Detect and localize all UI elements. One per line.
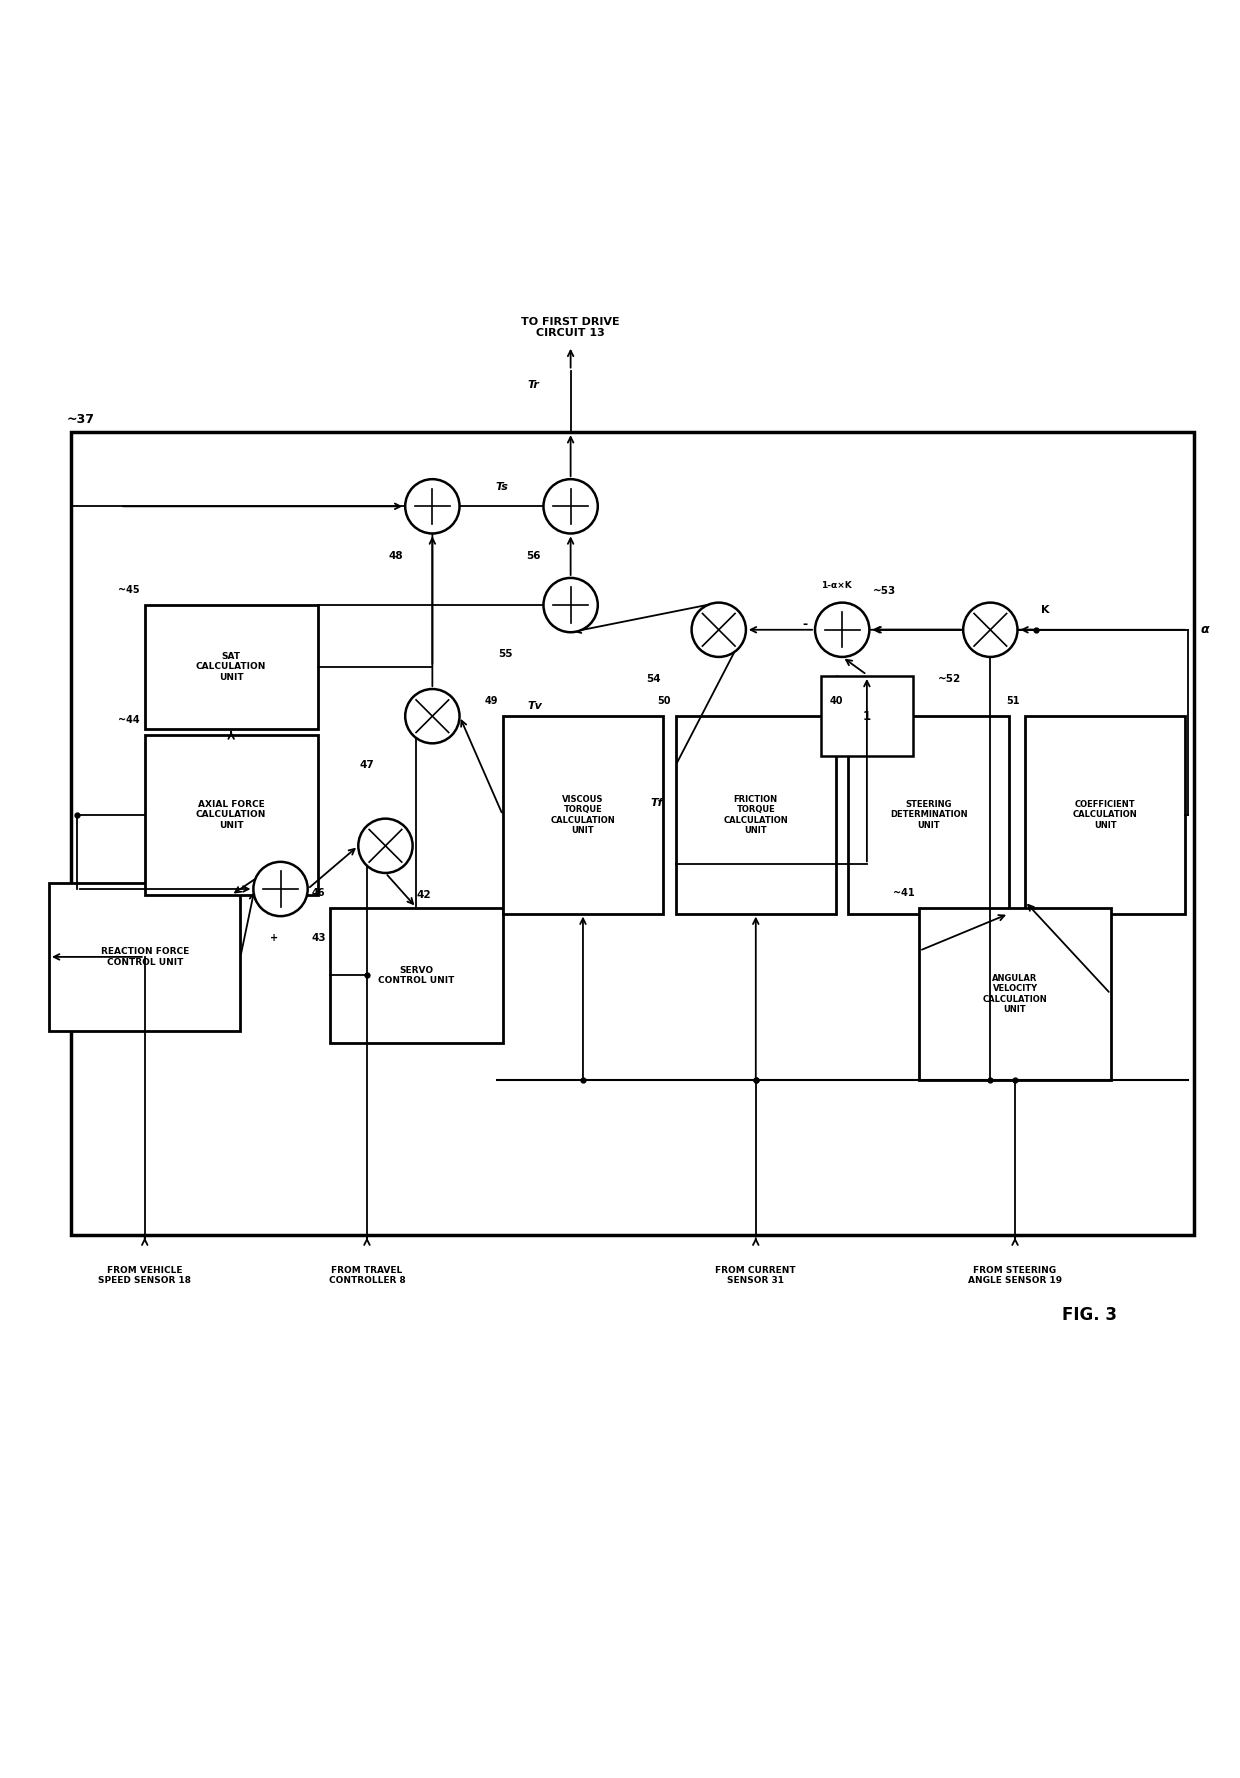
Text: AXIAL FORCE
CALCULATION
UNIT: AXIAL FORCE CALCULATION UNIT: [196, 800, 267, 830]
Text: 49: 49: [485, 697, 497, 706]
Text: 42: 42: [417, 891, 432, 900]
Circle shape: [815, 603, 869, 656]
Bar: [848, 717, 1009, 914]
Circle shape: [253, 862, 308, 916]
Bar: [145, 734, 317, 894]
Text: -: -: [802, 619, 807, 631]
Text: 43: 43: [311, 933, 326, 944]
Text: SAT
CALCULATION
UNIT: SAT CALCULATION UNIT: [196, 653, 267, 681]
Bar: [50, 884, 241, 1031]
Text: FROM VEHICLE
SPEED SENSOR 18: FROM VEHICLE SPEED SENSOR 18: [98, 1266, 191, 1285]
Text: FROM TRAVEL
CONTROLLER 8: FROM TRAVEL CONTROLLER 8: [329, 1266, 405, 1285]
Bar: [676, 717, 836, 914]
Text: SERVO
CONTROL UNIT: SERVO CONTROL UNIT: [378, 965, 455, 985]
Text: 55: 55: [498, 649, 512, 660]
Circle shape: [358, 818, 413, 873]
Text: +: +: [833, 674, 841, 685]
Text: COEFFICIENT
CALCULATION
UNIT: COEFFICIENT CALCULATION UNIT: [1073, 800, 1137, 830]
Text: 48: 48: [388, 551, 403, 560]
Bar: [71, 432, 1194, 1234]
Text: ~37: ~37: [67, 412, 95, 427]
Bar: [1025, 717, 1185, 914]
Text: Tf: Tf: [651, 798, 663, 807]
Text: +: +: [270, 933, 279, 944]
Bar: [145, 605, 317, 729]
Bar: [330, 907, 502, 1044]
Text: -: -: [238, 877, 243, 889]
Text: 47: 47: [360, 761, 374, 770]
Text: REACTION FORCE
CONTROL UNIT: REACTION FORCE CONTROL UNIT: [100, 948, 188, 967]
Text: ~53: ~53: [873, 587, 897, 596]
Text: 54: 54: [646, 674, 661, 685]
Text: ~52: ~52: [937, 674, 961, 685]
Circle shape: [543, 578, 598, 633]
Text: ~44: ~44: [118, 715, 140, 725]
Text: Tr: Tr: [528, 380, 539, 391]
Bar: [502, 717, 663, 914]
Bar: [821, 676, 913, 756]
Text: 1-α×K: 1-α×K: [821, 581, 852, 590]
Text: 50: 50: [657, 697, 671, 706]
Text: Tv: Tv: [527, 701, 542, 711]
Text: 51: 51: [1007, 697, 1021, 706]
Text: TO FIRST DRIVE
CIRCUIT 13: TO FIRST DRIVE CIRCUIT 13: [521, 316, 620, 338]
Text: 46: 46: [311, 887, 325, 898]
Text: FROM STEERING
ANGLE SENSOR 19: FROM STEERING ANGLE SENSOR 19: [968, 1266, 1063, 1285]
Circle shape: [692, 603, 746, 656]
Text: 1: 1: [863, 709, 870, 722]
Circle shape: [543, 478, 598, 533]
Text: K: K: [1040, 605, 1049, 615]
Text: 40: 40: [830, 697, 843, 706]
Text: Ts: Ts: [495, 482, 508, 491]
Text: FIG. 3: FIG. 3: [1061, 1305, 1116, 1325]
Text: FRICTION
TORQUE
CALCULATION
UNIT: FRICTION TORQUE CALCULATION UNIT: [723, 795, 789, 836]
Text: STEERING
DETERMINATION
UNIT: STEERING DETERMINATION UNIT: [890, 800, 967, 830]
Text: VISCOUS
TORQUE
CALCULATION
UNIT: VISCOUS TORQUE CALCULATION UNIT: [551, 795, 615, 836]
Text: ANGULAR
VELOCITY
CALCULATION
UNIT: ANGULAR VELOCITY CALCULATION UNIT: [982, 974, 1048, 1013]
Bar: [919, 907, 1111, 1081]
Text: ~45: ~45: [118, 585, 140, 596]
Circle shape: [405, 690, 460, 743]
Circle shape: [405, 478, 460, 533]
Circle shape: [963, 603, 1018, 656]
Text: 56: 56: [527, 551, 541, 560]
Text: α: α: [1200, 624, 1209, 637]
Text: FROM CURRENT
SENSOR 31: FROM CURRENT SENSOR 31: [715, 1266, 796, 1285]
Text: ~41: ~41: [893, 887, 914, 898]
